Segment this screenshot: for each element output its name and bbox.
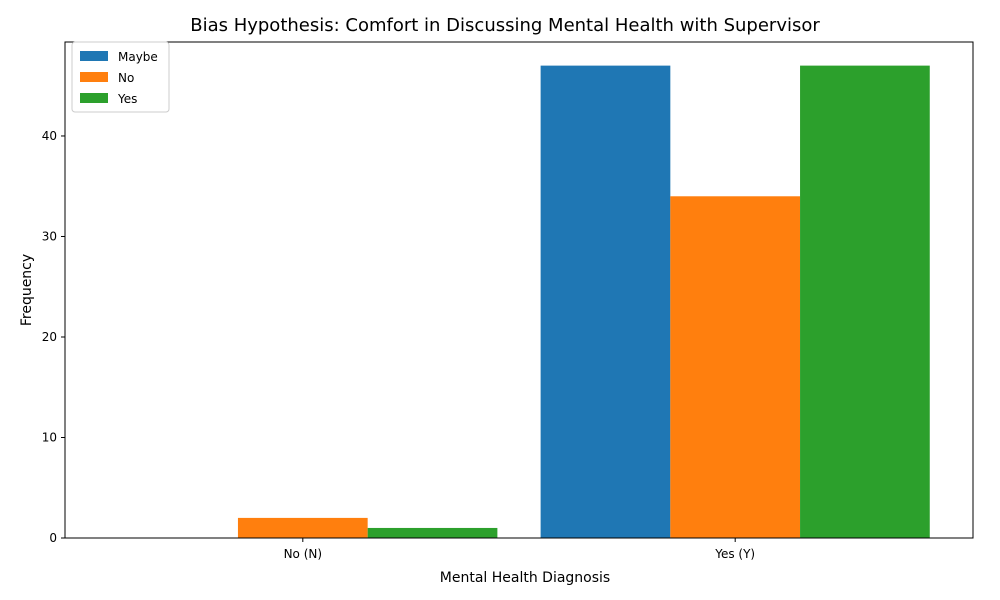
legend-label-no: No xyxy=(118,71,134,85)
bar-yes-0 xyxy=(367,527,498,538)
chart-title: Bias Hypothesis: Comfort in Discussing M… xyxy=(190,15,820,36)
bars-group xyxy=(237,65,930,539)
legend-label-maybe: Maybe xyxy=(118,50,158,64)
legend-swatch-maybe xyxy=(80,51,108,61)
legend-label-yes: Yes xyxy=(117,92,137,106)
y-tick-label: 40 xyxy=(42,129,57,143)
x-tick-label: Yes (Y) xyxy=(714,547,755,561)
legend-swatch-no xyxy=(80,72,108,82)
bar-maybe-1 xyxy=(540,65,671,539)
bar-no-1 xyxy=(670,196,801,538)
legend-swatch-yes xyxy=(80,93,108,103)
legend: Maybe No Yes xyxy=(71,41,170,113)
x-axis-title: Mental Health Diagnosis xyxy=(440,570,610,586)
y-tick-label: 10 xyxy=(42,430,57,444)
y-axis-title: Frequency xyxy=(19,254,35,326)
bar-yes-1 xyxy=(800,65,930,539)
y-tick-label: 0 xyxy=(49,531,57,545)
plot-frame xyxy=(64,41,974,539)
y-axis: 0 10 20 30 40 xyxy=(42,129,65,545)
y-tick-label: 20 xyxy=(42,330,57,344)
y-tick-label: 30 xyxy=(42,229,57,243)
x-tick-label: No (N) xyxy=(284,547,322,561)
bar-no-0 xyxy=(237,517,368,538)
x-axis: No (N) Yes (Y) xyxy=(284,538,755,561)
